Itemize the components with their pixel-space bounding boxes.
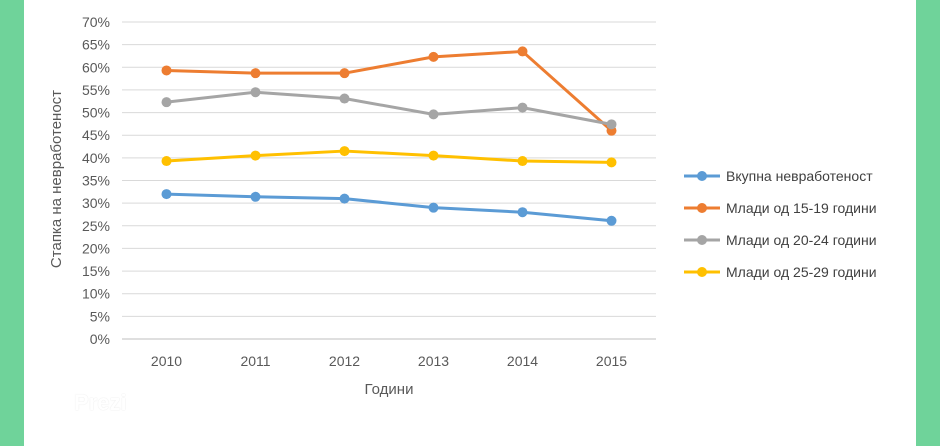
- y-tick-label: 55%: [82, 82, 110, 98]
- y-tick-label: 35%: [82, 173, 110, 189]
- legend-item: Вкупна невработеност: [684, 168, 873, 184]
- legend-label: Млади од 20-24 години: [726, 232, 877, 248]
- data-point: [161, 189, 172, 200]
- slide: 0% 5% 10% 15% 20% 25% 30% 35% 40% 45% 50% 55% 60% 65%…: [24, 0, 916, 446]
- data-point: [250, 68, 261, 79]
- data-point: [606, 157, 617, 168]
- legend-marker: [697, 267, 707, 277]
- legend-item: Млади од 25-29 години: [684, 264, 877, 280]
- x-tick-label: 2014: [507, 353, 538, 369]
- y-tick-label: 30%: [82, 195, 110, 211]
- y-tick-label: 15%: [82, 263, 110, 279]
- data-point: [339, 68, 350, 79]
- y-tick-label: 70%: [82, 14, 110, 30]
- series-lines: [161, 46, 617, 226]
- data-point: [517, 102, 528, 113]
- y-tick-label: 5%: [90, 308, 110, 324]
- y-tick-label: 25%: [82, 218, 110, 234]
- x-tick-label: 2011: [240, 353, 270, 369]
- series-line: [166, 192, 612, 223]
- legend-label: Вкупна невработеност: [726, 168, 873, 184]
- data-point: [161, 65, 172, 76]
- x-tick-label: 2012: [329, 353, 360, 369]
- legend-marker: [697, 203, 707, 213]
- data-point: [339, 193, 350, 204]
- legend: Вкупна невработеност Млади од 15-19 годин…: [684, 168, 877, 280]
- x-tick-label: 2010: [151, 353, 182, 369]
- y-tick-label: 45%: [82, 127, 110, 143]
- legend-marker: [697, 235, 707, 245]
- data-point: [517, 46, 528, 57]
- x-axis-label: Години: [365, 381, 414, 398]
- data-point: [250, 191, 261, 202]
- series-3: [161, 87, 617, 130]
- x-tick-label: 2015: [596, 353, 627, 369]
- y-tick-label: 65%: [82, 37, 110, 53]
- data-point: [161, 156, 172, 167]
- data-point: [606, 215, 617, 226]
- data-point: [250, 87, 261, 98]
- data-point: [428, 109, 439, 120]
- series-4: [161, 146, 617, 168]
- y-axis-ticks: 0% 5% 10% 15% 20% 25% 30% 35% 40% 45% 50% 55% 60% 65%…: [82, 14, 110, 347]
- data-point: [161, 97, 172, 108]
- y-tick-label: 50%: [82, 105, 110, 121]
- y-axis-label: Стапка на невработеност: [48, 90, 65, 268]
- y-tick-label: 60%: [82, 59, 110, 75]
- series-line: [166, 49, 613, 132]
- prezi-watermark: Prezi: [36, 386, 127, 420]
- legend-label: Млади од 15-19 години: [726, 200, 877, 216]
- data-point: [517, 156, 528, 167]
- legend-marker: [697, 171, 707, 181]
- prezi-logo-text: Prezi: [74, 390, 127, 415]
- gridlines: [122, 21, 656, 340]
- y-tick-label: 0%: [90, 331, 110, 347]
- data-point: [339, 93, 350, 104]
- series-line: [166, 90, 612, 126]
- data-point: [428, 51, 439, 62]
- data-point: [428, 150, 439, 161]
- y-tick-label: 20%: [82, 240, 110, 256]
- y-tick-label: 10%: [82, 286, 110, 302]
- series-2: [161, 46, 617, 136]
- prezi-logo-icon: [37, 387, 69, 419]
- data-point: [606, 119, 617, 130]
- series-1: [161, 189, 617, 226]
- unemployment-line-chart: 0% 5% 10% 15% 20% 25% 30% 35% 40% 45% 50% 55% 60% 65%…: [48, 14, 877, 398]
- data-point: [428, 202, 439, 213]
- y-tick-label: 40%: [82, 150, 110, 166]
- data-point: [250, 150, 261, 161]
- series-line: [166, 149, 612, 164]
- x-axis-ticks: 2010 2011 2012 2013 2014 2015: [151, 353, 627, 369]
- legend-label: Млади од 25-29 години: [726, 264, 877, 280]
- legend-item: Млади од 15-19 години: [684, 200, 877, 216]
- data-point: [517, 207, 528, 218]
- x-tick-label: 2013: [418, 353, 449, 369]
- data-point: [339, 146, 350, 157]
- legend-item: Млади од 20-24 години: [684, 232, 877, 248]
